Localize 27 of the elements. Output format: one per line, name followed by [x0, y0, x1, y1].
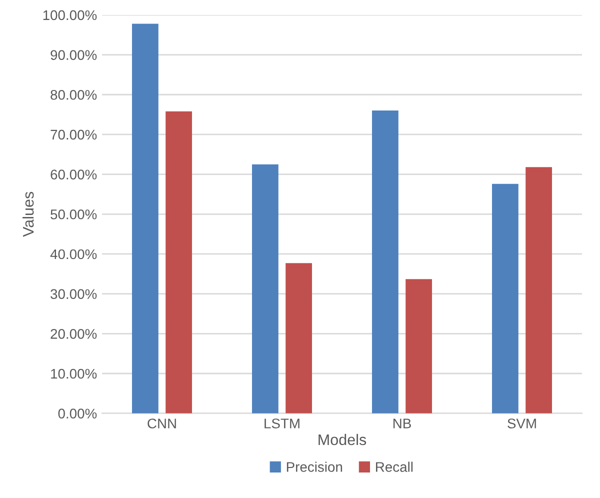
y-tick-label: 40.00% — [50, 249, 97, 260]
bar — [286, 263, 312, 414]
bar — [252, 164, 278, 414]
y-tick-label: 20.00% — [50, 328, 97, 339]
legend-label: Precision — [286, 462, 342, 472]
y-tick-label: 90.00% — [50, 50, 97, 60]
x-tick-label: NB — [393, 418, 411, 428]
y-tick-label: 0.00% — [58, 408, 97, 419]
x-axis-title: Models — [318, 434, 366, 446]
y-tick-label: 60.00% — [50, 170, 97, 180]
y-tick-label: 70.00% — [50, 130, 97, 140]
y-tick-label: 50.00% — [50, 209, 97, 220]
y-tick-label: 80.00% — [50, 90, 97, 100]
legend-label: Recall — [376, 462, 413, 472]
bar — [166, 111, 192, 414]
bar — [372, 110, 398, 414]
y-axis-title: Values — [22, 192, 34, 237]
y-tick-label: 100.00% — [43, 10, 97, 20]
bar — [526, 167, 552, 414]
y-tick-label: 10.00% — [51, 368, 97, 379]
bar — [406, 279, 432, 414]
x-tick-label: SVM — [508, 418, 536, 428]
x-tick-label: LSTM — [264, 418, 300, 428]
x-tick-label: CNN — [148, 418, 176, 428]
bar — [492, 184, 518, 414]
y-tick-label: 30.00% — [50, 289, 97, 299]
bar — [132, 24, 158, 414]
